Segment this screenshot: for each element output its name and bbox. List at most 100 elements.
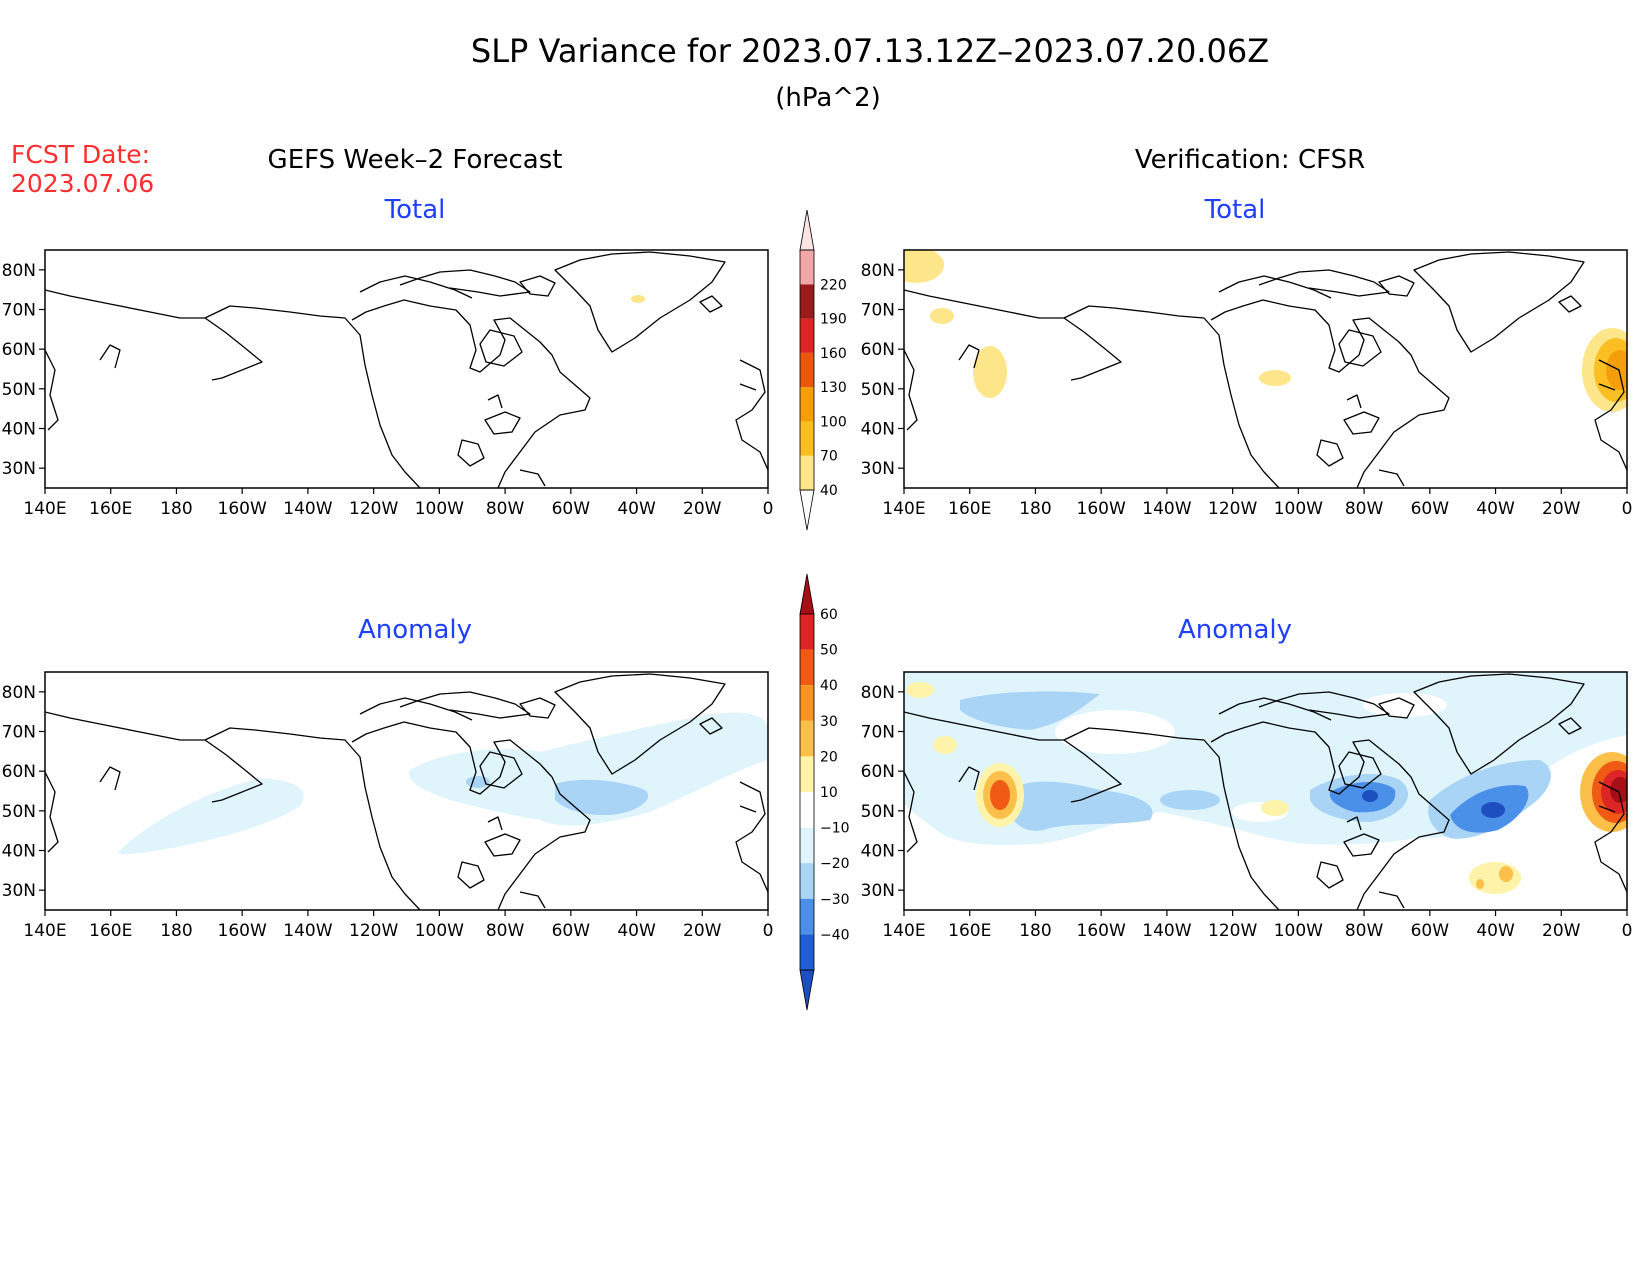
colorbar-label: 100: [820, 414, 847, 430]
lon-tick-label: 80W: [1345, 499, 1384, 519]
lon-tick-label: 180: [160, 921, 192, 941]
lat-tick-label: 80N: [2, 261, 36, 281]
anomaly-contour: [1160, 790, 1220, 810]
lon-tick-label: 140E: [882, 499, 925, 519]
colorbar-swatch: [799, 573, 815, 615]
colorbar-label: 160: [820, 346, 847, 362]
lon-tick-label: 160E: [948, 499, 991, 519]
variance-contour: [1606, 350, 1627, 390]
colorbar-label: −40: [820, 927, 850, 943]
lat-tick-label: 70N: [2, 301, 36, 321]
colorbar-swatch: [800, 792, 814, 828]
lon-tick-label: 0: [1622, 921, 1633, 941]
lat-tick-label: 60N: [2, 340, 36, 360]
lat-tick-label: 40N: [861, 420, 895, 440]
lon-tick-label: 100W: [415, 921, 464, 941]
colorbar-swatch: [800, 649, 814, 686]
colorbar-label: 40: [820, 678, 838, 694]
colorbar-label: 70: [820, 449, 838, 465]
colorbar-swatch: [800, 756, 814, 792]
lon-tick-label: 160W: [218, 921, 267, 941]
lon-tick-label: 140W: [283, 499, 332, 519]
figure-units: (hPa^2): [775, 83, 881, 113]
anomaly-contour: [933, 736, 957, 754]
lat-tick-label: 50N: [861, 380, 895, 400]
lon-tick-label: 160W: [1077, 499, 1126, 519]
lon-tick-label: 20W: [1542, 921, 1581, 941]
lon-tick-label: 120W: [1208, 499, 1257, 519]
panel-title-forecast-total: Total: [384, 195, 446, 225]
colorbar-swatch: [800, 250, 814, 285]
lon-tick-label: 100W: [1274, 921, 1323, 941]
colorbar-label: 30: [820, 714, 838, 730]
lon-tick-label: 180: [160, 499, 192, 519]
lat-tick-label: 30N: [2, 459, 36, 479]
anomaly-contour: [1481, 802, 1505, 818]
lat-tick-label: 60N: [861, 340, 895, 360]
lon-tick-label: 20W: [1542, 499, 1581, 519]
map-panel-verification-total: [903, 249, 1628, 489]
forecast-date-label: FCST Date:: [11, 140, 150, 169]
anomaly-contour: [1362, 790, 1378, 802]
variance-contour: [973, 346, 1007, 398]
colorbar-swatch: [800, 898, 814, 935]
lat-tick-label: 60N: [2, 762, 36, 782]
lon-tick-label: 0: [1622, 499, 1633, 519]
lon-tick-label: 20W: [683, 921, 722, 941]
colorbar-swatch: [800, 421, 814, 456]
lon-tick-label: 120W: [1208, 921, 1257, 941]
lon-tick-label: 40W: [1476, 921, 1515, 941]
figure-title: SLP Variance for 2023.07.13.12Z–2023.07.…: [471, 32, 1269, 70]
anomaly-contour: [906, 682, 934, 698]
panel-title-verification-anomaly: Anomaly: [1178, 615, 1292, 645]
map-panel-forecast-anomaly: [44, 671, 769, 911]
colorbar-label: 50: [820, 643, 838, 659]
colorbar-swatch: [799, 969, 815, 1011]
colorbar-swatch: [800, 720, 814, 757]
anomaly-contour: [1055, 710, 1175, 754]
colorbar-swatch: [800, 455, 814, 490]
lon-tick-label: 160W: [1077, 921, 1126, 941]
lat-tick-label: 40N: [861, 842, 895, 862]
anomaly-contour: [1476, 879, 1484, 889]
axes: 140E 160E 180 160W 140W 120W 100W 80W 60W 40W 20W 0…: [2, 261, 1633, 941]
lon-tick-label: 0: [763, 921, 774, 941]
lat-tick-label: 50N: [2, 802, 36, 822]
lon-tick-label: 60W: [1411, 499, 1450, 519]
colorbar-label: 10: [820, 785, 838, 801]
colorbar-label: 40: [820, 483, 838, 499]
lon-tick-label: 160E: [89, 499, 132, 519]
lon-tick-label: 20W: [683, 499, 722, 519]
lon-tick-label: 100W: [1274, 499, 1323, 519]
lat-tick-label: 30N: [861, 459, 895, 479]
lon-tick-label: 140W: [283, 921, 332, 941]
lon-tick-label: 120W: [349, 921, 398, 941]
lon-tick-label: 160E: [89, 921, 132, 941]
lon-tick-label: 120W: [349, 499, 398, 519]
colorbar-swatch: [799, 209, 815, 251]
lon-tick-label: 80W: [486, 921, 525, 941]
colorbar-swatch: [800, 614, 814, 650]
lat-tick-label: 40N: [2, 842, 36, 862]
coastline: [904, 673, 1627, 910]
anomaly-contour: [1610, 777, 1627, 803]
lat-tick-label: 70N: [861, 301, 895, 321]
lon-tick-label: 160E: [948, 921, 991, 941]
map-panel-verification-anomaly: [903, 671, 1628, 911]
anomaly-contour: [960, 691, 1100, 730]
lon-tick-label: 0: [763, 499, 774, 519]
colorbar-swatch: [800, 387, 814, 422]
lon-tick-label: 80W: [486, 499, 525, 519]
lon-tick-label: 180: [1019, 499, 1051, 519]
map-panel-forecast-total: [44, 249, 769, 489]
anomaly-contour: [466, 776, 490, 788]
lat-tick-label: 30N: [2, 881, 36, 901]
lon-tick-label: 60W: [552, 921, 591, 941]
lat-tick-label: 40N: [2, 420, 36, 440]
colorbar-swatch: [800, 318, 814, 353]
forecast-date-value: 2023.07.06: [11, 169, 154, 198]
lon-tick-label: 140E: [23, 499, 66, 519]
coastline: [904, 251, 1627, 488]
column-title-forecast: GEFS Week–2 Forecast: [268, 145, 563, 175]
